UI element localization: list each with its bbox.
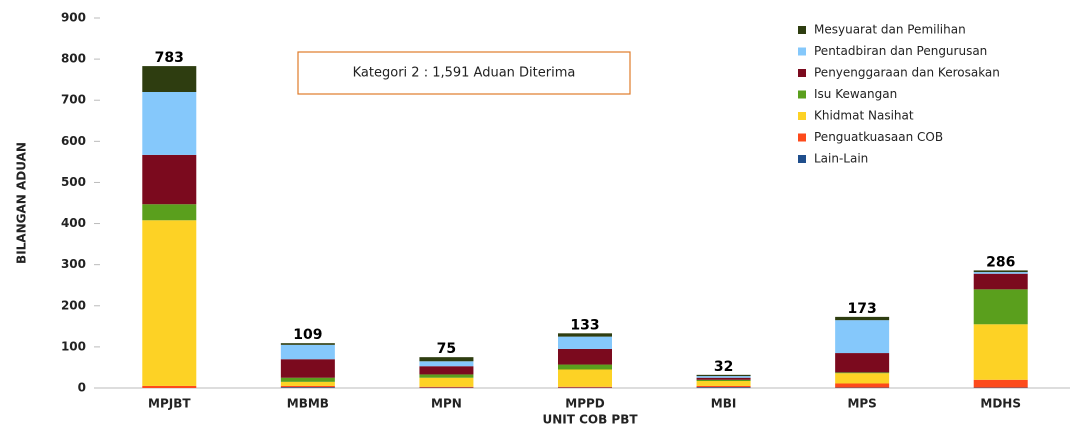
y-tick-label: 900 [61,11,86,25]
bar-segment [142,154,197,205]
bar-segment [280,344,335,360]
total-label: 133 [570,317,599,333]
bar-segment [280,377,335,382]
total-label: 783 [155,50,184,66]
x-tick-label: MPN [431,397,462,411]
y-tick-label: 800 [61,52,86,66]
y-tick-label: 400 [61,216,86,230]
bar-segment [280,387,335,388]
annotation: Kategori 2 : 1,591 Aduan Diterima [353,66,576,81]
bar-segment [973,324,1028,380]
y-tick-label: 500 [61,175,86,189]
x-tick-label: MBMB [287,397,329,411]
bar-segment [696,385,751,388]
y-tick-label: 300 [61,257,86,271]
bar-segment [835,383,890,388]
x-tick-label: MPPD [565,397,605,411]
y-tick-label: 0 [78,381,86,395]
legend-label: Lain-Lain [814,152,868,166]
bar-segment [280,385,335,388]
bar-segment [419,377,474,387]
x-axis-title: UNIT COB PBT [542,413,638,427]
total-label: 109 [293,327,322,343]
x-tick-label: MDHS [980,397,1021,411]
legend-label: Penyenggaraan dan Kerosakan [814,66,1000,80]
legend-swatch [798,112,806,120]
bar-segment [142,92,197,155]
bar-segment [280,381,335,386]
total-label: 75 [437,341,456,357]
x-tick-label: MPS [847,397,876,411]
bar-segment [419,386,474,388]
bar-segment [419,361,474,367]
y-tick-label: 600 [61,134,86,148]
legend-swatch [798,69,806,77]
bar-segment [558,333,612,337]
bar-segment [973,272,1028,274]
bar-segment [142,66,197,92]
bar-segment [973,270,1028,273]
bar-segment [835,316,890,321]
bar-segment [696,377,751,380]
y-tick-label: 200 [61,298,86,312]
x-tick-label: MPJBT [148,397,191,411]
legend-label: Mesyuarat dan Pemilihan [814,23,966,37]
bar-segment [696,379,751,382]
total-label: 173 [848,301,877,317]
bar-segment [835,320,890,354]
legend-label: Isu Kewangan [814,87,897,101]
bar-segment [142,385,197,388]
bar-segment [835,372,890,374]
legend-swatch [798,47,806,56]
legend-swatch [798,133,806,142]
bar-segment [142,220,197,386]
bar-segment [835,353,890,373]
y-axis-title: BILANGAN ADUAN [15,142,29,264]
legend-swatch [798,155,806,163]
total-label: 32 [714,359,733,375]
legend-label: Penguatkuasaan COB [814,130,943,144]
bar-segment [280,359,335,378]
bar-segment [558,386,612,388]
total-label: 286 [986,254,1015,270]
legend-label: Khidmat Nasihat [814,109,914,123]
bar-segment [280,343,335,345]
bar-segment [696,376,751,378]
bar-segment [558,348,612,365]
y-tick-label: 700 [61,93,86,107]
x-tick-label: MBI [711,397,737,411]
y-tick-label: 100 [61,339,86,353]
bar-segment [419,357,474,362]
bar-segment [835,373,890,384]
legend-swatch [798,90,806,99]
bar-segment [696,374,751,377]
bar-segment [973,289,1028,325]
annotation-box [297,51,631,95]
bar-segment [419,366,474,375]
bar-segment [142,204,197,221]
bar-segment [973,379,1028,388]
bar-segment [558,364,612,370]
bar-segment [696,381,751,386]
legend-label: Pentadbiran dan Pengurusan [814,44,987,58]
bar-segment [696,387,751,388]
bar-segment [558,369,612,387]
bar-segment [558,336,612,349]
legend-swatch [798,26,806,34]
bar-segment [973,273,1028,290]
bar-segment [419,374,474,378]
